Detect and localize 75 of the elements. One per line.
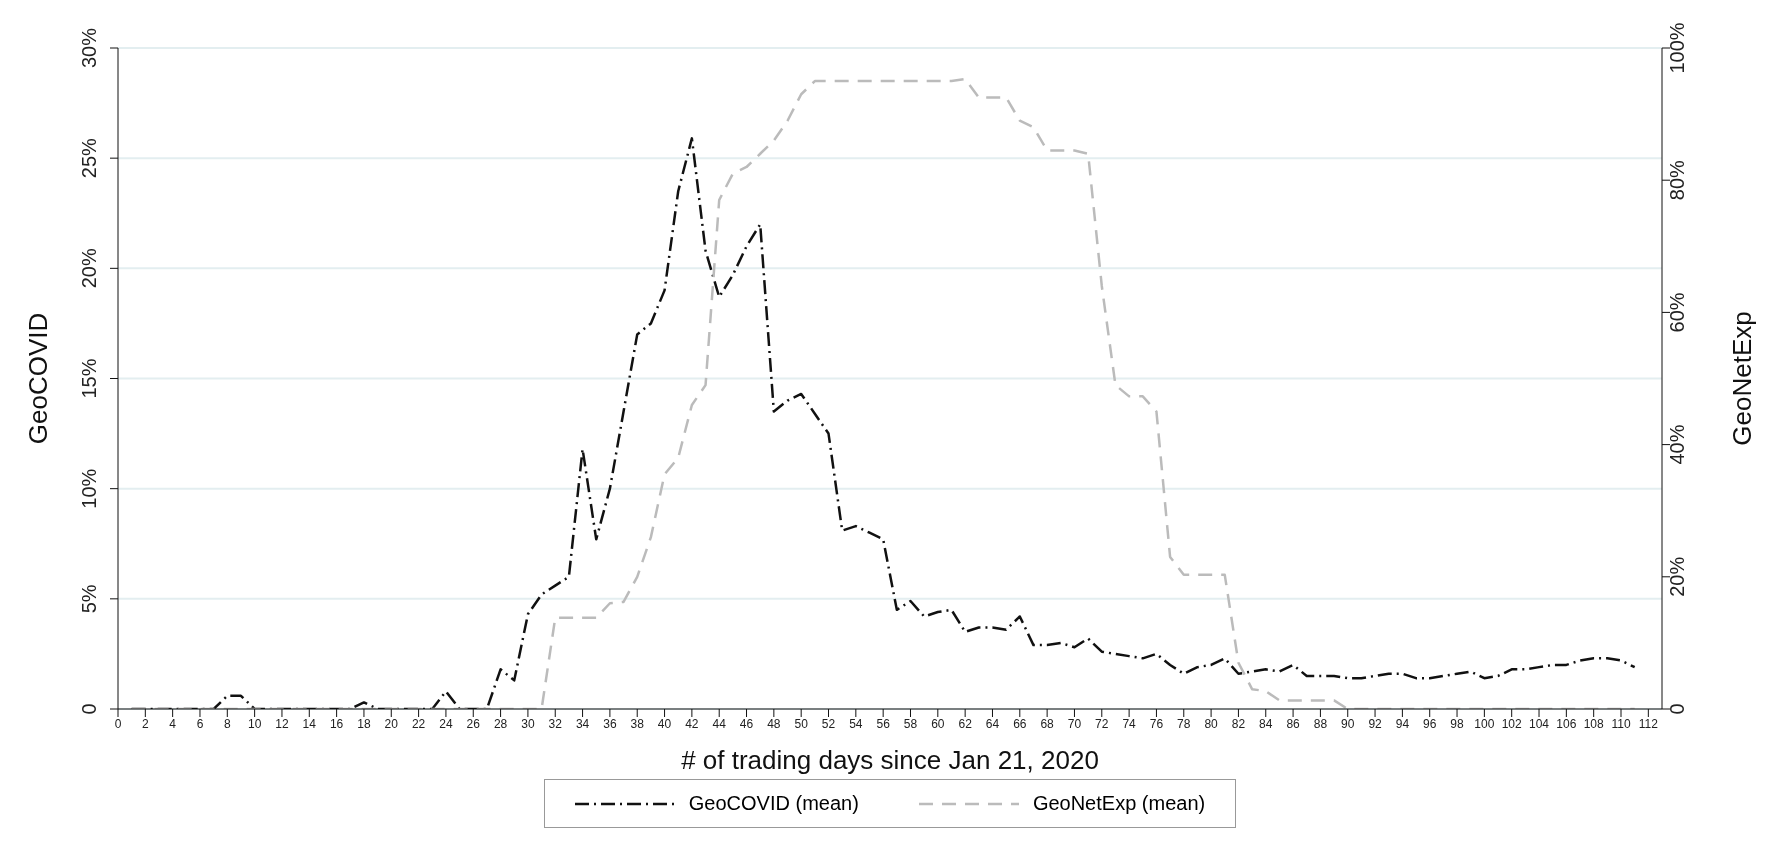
y-tick-label: 25% — [78, 137, 100, 179]
y-tick-label: 15% — [78, 358, 100, 399]
x-tick-label: 86 — [1286, 716, 1301, 731]
x-tick-label: 112 — [1638, 716, 1659, 731]
x-tick-label: 38 — [630, 716, 645, 731]
x-tick-label: 68 — [1040, 716, 1055, 731]
x-tick-label: 88 — [1313, 716, 1328, 731]
y-tick-label: 0 — [78, 703, 100, 715]
x-tick-label: 10 — [247, 716, 262, 731]
y2-tick-label: 100% — [1666, 22, 1688, 74]
x-tick-label: 32 — [548, 716, 563, 731]
x-tick-label: 82 — [1231, 716, 1246, 731]
y-axis-title: GeoCOVID — [23, 312, 54, 445]
y2-tick-label: 0 — [1666, 703, 1688, 715]
x-tick-label: 36 — [603, 716, 617, 731]
x-tick-label: 60 — [931, 716, 945, 731]
y2-tick-label: 40% — [1666, 424, 1688, 465]
x-tick-label: 16 — [329, 716, 344, 731]
x-tick-label: 90 — [1341, 716, 1355, 731]
x-tick-label: 106 — [1556, 716, 1577, 731]
x-tick-label: 58 — [903, 716, 918, 731]
x-tick-label: 92 — [1368, 716, 1383, 731]
x-tick-label: 56 — [876, 716, 891, 731]
x-tick-label: 54 — [849, 716, 863, 731]
legend-label: GeoNetExp (mean) — [1032, 792, 1206, 815]
x-tick-label: 78 — [1177, 716, 1191, 731]
x-tick-label: 74 — [1122, 716, 1137, 731]
y2-tick-label: 60% — [1666, 292, 1688, 333]
y-tick-label: 5% — [78, 584, 100, 614]
x-tick-label: 30 — [521, 716, 535, 731]
x-tick-label: 72 — [1095, 716, 1109, 731]
x-tick-label: 84 — [1259, 716, 1273, 731]
x-tick-label: 50 — [794, 716, 809, 731]
x-tick-label: 100 — [1474, 716, 1495, 731]
x-tick-label: 8 — [223, 716, 231, 731]
y2-tick-label: 80% — [1666, 159, 1688, 201]
x-tick-label: 0 — [114, 716, 122, 731]
x-tick-label: 2 — [141, 716, 149, 731]
y2-tick-label: 20% — [1666, 556, 1688, 597]
y2-axis-title: GeoNetExp — [1727, 311, 1758, 446]
x-tick-label: 108 — [1583, 716, 1605, 731]
x-tick-label: 4 — [169, 716, 177, 731]
x-tick-label: 44 — [712, 716, 727, 731]
x-tick-label: 40 — [657, 716, 672, 731]
x-tick-label: 26 — [466, 716, 481, 731]
x-tick-label: 98 — [1450, 716, 1465, 731]
x-tick-label: 12 — [275, 716, 289, 731]
x-tick-label: 48 — [767, 716, 781, 731]
x-tick-label: 94 — [1395, 716, 1410, 731]
x-tick-label: 62 — [958, 716, 973, 731]
x-tick-label: 110 — [1611, 716, 1631, 731]
x-tick-label: 20 — [384, 716, 399, 731]
legend-label: GeoCOVID (mean) — [688, 792, 859, 815]
y-tick-label: 10% — [78, 468, 100, 509]
x-tick-label: 102 — [1501, 716, 1523, 731]
x-tick-label: 22 — [411, 716, 426, 731]
x-tick-label: 6 — [196, 716, 204, 731]
x-tick-label: 24 — [439, 716, 453, 731]
x-tick-label: 46 — [739, 716, 754, 731]
x-tick-label: 64 — [985, 716, 1000, 731]
y-tick-label: 20% — [78, 248, 100, 289]
x-tick-label: 70 — [1067, 716, 1082, 731]
x-tick-label: 80 — [1204, 716, 1219, 731]
x-tick-label: 52 — [821, 716, 836, 731]
x-tick-label: 42 — [685, 716, 699, 731]
x-tick-label: 76 — [1149, 716, 1164, 731]
y-tick-label: 30% — [78, 27, 100, 69]
x-tick-label: 104 — [1529, 716, 1550, 731]
x-axis-title: # of trading days since Jan 21, 2020 — [681, 745, 1099, 775]
x-tick-label: 28 — [493, 716, 508, 731]
x-tick-label: 34 — [575, 716, 590, 731]
x-tick-label: 66 — [1013, 716, 1027, 731]
x-tick-label: 18 — [357, 716, 371, 731]
x-tick-label: 14 — [302, 716, 317, 731]
x-tick-label: 96 — [1423, 716, 1437, 731]
